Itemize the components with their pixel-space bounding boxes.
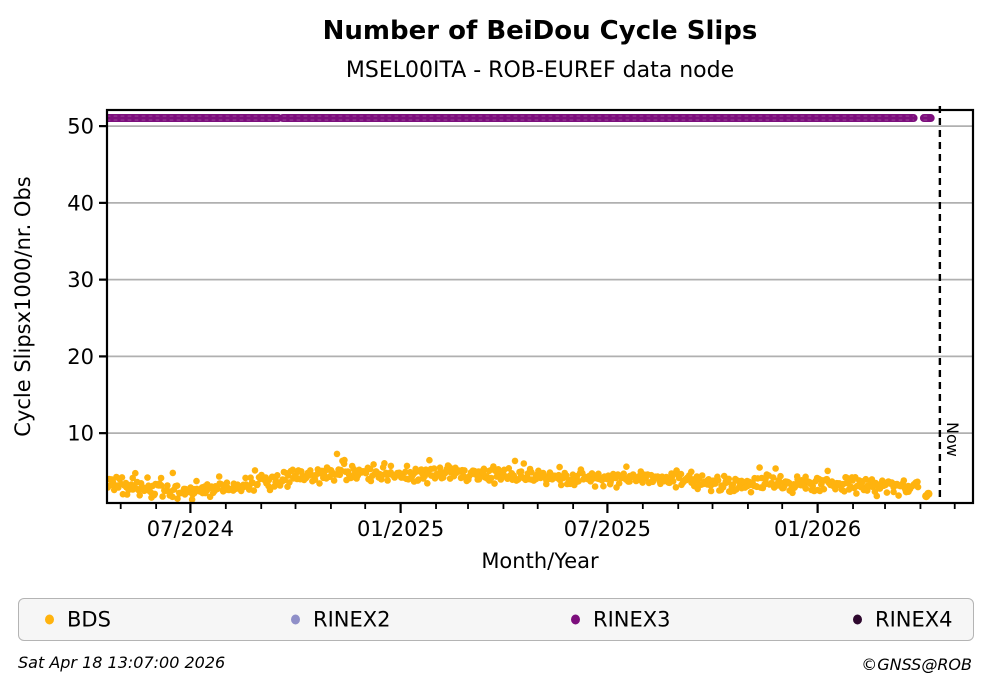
copyright-credit: ©GNSS@ROB <box>861 655 972 674</box>
legend-label-rinex4: RINEX4 <box>875 607 953 631</box>
rinex3-marker-icon <box>571 614 580 625</box>
x-axis-label: Month/Year <box>481 549 599 573</box>
rinex2-marker-icon <box>291 614 300 625</box>
x-tick-label: 01/2025 <box>357 517 444 541</box>
y-tick-label-50: 50 <box>67 115 94 139</box>
bds-marker-icon <box>45 614 54 625</box>
x-tick-label: 01/2026 <box>774 517 861 541</box>
y-tick-label-20: 20 <box>67 345 94 369</box>
chart-subtitle: MSEL00ITA - ROB-EUREF data node <box>345 58 735 83</box>
plot-border <box>105 108 975 505</box>
plot-timestamp: Sat Apr 18 13:07:00 2026 <box>18 653 226 672</box>
y-tick-label-30: 30 <box>67 268 94 292</box>
legend: BDS RINEX2 RINEX3 RINEX4 <box>18 598 974 641</box>
y-axis-ticks: 10 20 30 40 50 <box>67 115 107 446</box>
legend-item-rinex3: RINEX3 <box>571 609 671 630</box>
bds-scatter-points <box>107 450 933 503</box>
y-axis-label: Cycle Slipsx1000/nr. Obs <box>11 176 35 436</box>
legend-label-rinex2: RINEX2 <box>313 607 391 631</box>
gridlines <box>108 125 972 435</box>
now-label: Now <box>943 422 962 457</box>
y-tick-label-10: 10 <box>67 422 94 446</box>
x-tick-label: 07/2024 <box>147 517 234 541</box>
legend-label-bds: BDS <box>67 607 111 631</box>
rinex4-marker-icon <box>853 614 862 625</box>
chart-plot-area: 10 20 30 40 50 07/2024 01/2025 07/2025 01/2026 Mo… <box>11 106 975 573</box>
y-tick-label-40: 40 <box>67 191 94 215</box>
chart-title: Number of BeiDou Cycle Slips <box>322 16 758 46</box>
legend-item-bds: BDS <box>45 609 111 630</box>
legend-label-rinex3: RINEX3 <box>593 607 671 631</box>
legend-item-rinex2: RINEX2 <box>291 609 391 630</box>
legend-item-rinex4: RINEX4 <box>853 609 953 630</box>
rinex3-band <box>107 114 935 123</box>
x-axis-ticks: 07/2024 01/2025 07/2025 01/2026 <box>119 503 956 541</box>
data-layer <box>107 114 935 503</box>
x-tick-label: 07/2025 <box>564 517 651 541</box>
